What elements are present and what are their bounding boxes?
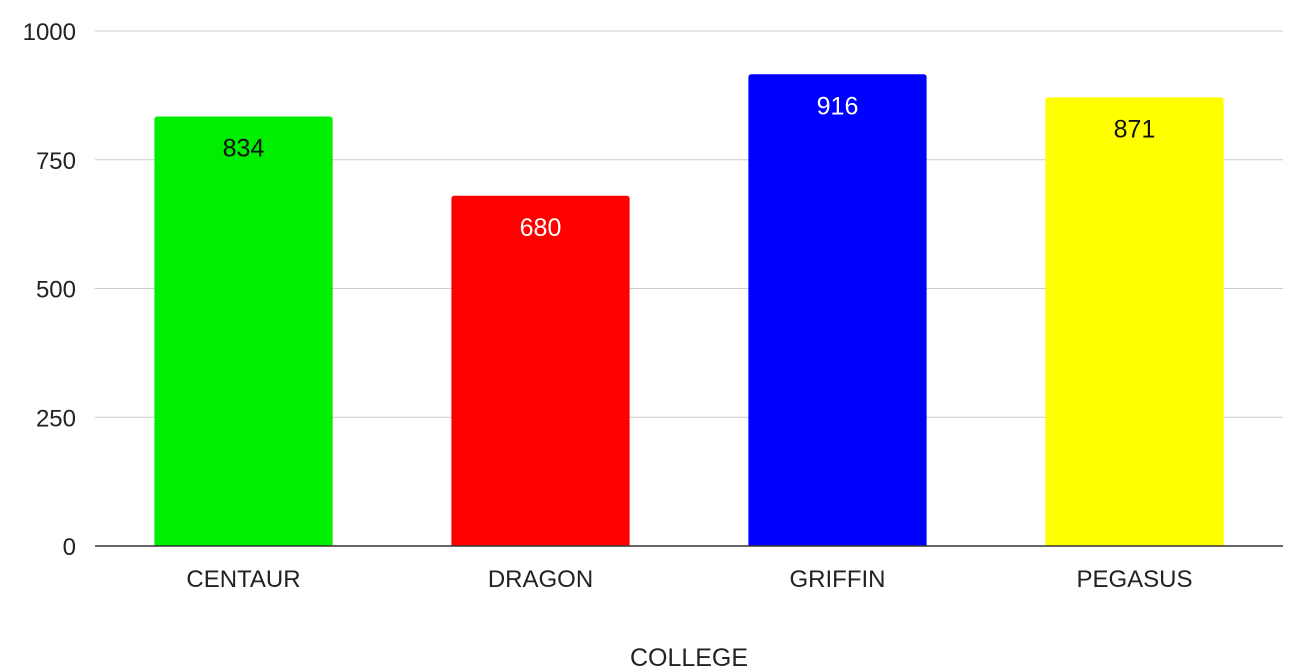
x-tick-label-pegasus: PEGASUS <box>1076 566 1192 593</box>
x-tick-label-centaur: CENTAUR <box>186 566 300 593</box>
bar-pegasus <box>1045 97 1224 546</box>
x-tick-label-griffin: GRIFFIN <box>790 566 886 593</box>
bar-centaur <box>154 116 333 547</box>
y-tick-label: 250 <box>36 405 76 432</box>
y-tick-label: 1000 <box>23 19 76 46</box>
data-label-dragon: 680 <box>520 214 562 242</box>
y-tick-label: 500 <box>36 277 76 304</box>
bars <box>154 74 1224 547</box>
y-axis-ticks: 0 250 500 750 1000 <box>23 19 76 561</box>
bar-griffin <box>748 74 927 546</box>
y-tick-label: 0 <box>63 534 76 561</box>
y-tick-label: 750 <box>36 148 76 175</box>
data-label-pegasus: 871 <box>1114 115 1156 143</box>
x-tick-label-dragon: DRAGON <box>488 566 593 593</box>
data-labels: 834 680 916 871 <box>223 92 1156 242</box>
x-axis-title: COLLEGE <box>630 644 748 671</box>
x-axis-ticks: CENTAUR DRAGON GRIFFIN PEGASUS <box>186 566 1192 593</box>
bar-dragon <box>451 195 630 547</box>
data-label-griffin: 916 <box>817 92 859 120</box>
data-label-centaur: 834 <box>223 134 265 162</box>
